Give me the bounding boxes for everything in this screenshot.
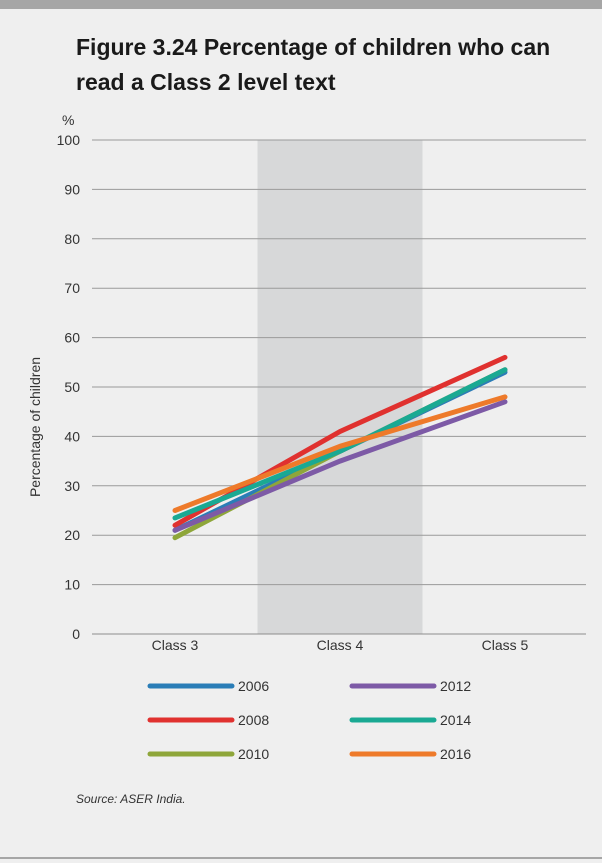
series-line-2016 <box>172 394 508 513</box>
y-tick-label-40: 40 <box>64 428 80 444</box>
y-axis-title: Percentage of children <box>27 357 43 497</box>
y-unit-label: % <box>62 112 74 128</box>
legend-label-2010: 2010 <box>238 746 269 760</box>
y-tick-label-60: 60 <box>64 330 80 346</box>
top-rule <box>0 0 602 9</box>
y-tick-label-70: 70 <box>64 280 80 296</box>
y-tick-label-10: 10 <box>64 577 80 593</box>
line-chart: 0 10 20 30 40 50 60 70 80 90 100 % Percentage of c… <box>27 112 586 760</box>
x-tick-label-class-4: Class 4 <box>317 637 364 653</box>
legend-label-2014: 2014 <box>440 712 471 728</box>
y-tick-label-90: 90 <box>64 181 80 197</box>
legend-label-2006: 2006 <box>238 678 269 694</box>
x-tick-labels: Class 3 Class 4 Class 5 <box>152 637 529 653</box>
x-tick-label-class-5: Class 5 <box>482 637 529 653</box>
legend-label-2012: 2012 <box>440 678 471 694</box>
series-lines <box>172 354 508 541</box>
y-tick-label-80: 80 <box>64 231 80 247</box>
y-tick-label-100: 100 <box>57 132 81 148</box>
y-tick-labels: 0 10 20 30 40 50 60 70 80 90 100 <box>57 132 81 642</box>
y-tick-label-30: 30 <box>64 478 80 494</box>
bottom-rule <box>0 857 602 859</box>
legend-label-2016: 2016 <box>440 746 471 760</box>
legend-label-2008: 2008 <box>238 712 269 728</box>
series-line-2014 <box>172 367 508 521</box>
gridlines <box>92 139 586 635</box>
source-note: Source: ASER India. <box>76 792 186 806</box>
figure-title: Figure 3.24 Percentage of children who c… <box>76 34 551 95</box>
series-line-2012 <box>172 399 508 533</box>
legend: 2006 2008 2010 2012 2014 2016 <box>147 678 471 760</box>
y-tick-label-20: 20 <box>64 527 80 543</box>
y-tick-label-0: 0 <box>72 626 80 642</box>
x-tick-label-class-3: Class 3 <box>152 637 199 653</box>
y-tick-label-50: 50 <box>64 379 80 395</box>
